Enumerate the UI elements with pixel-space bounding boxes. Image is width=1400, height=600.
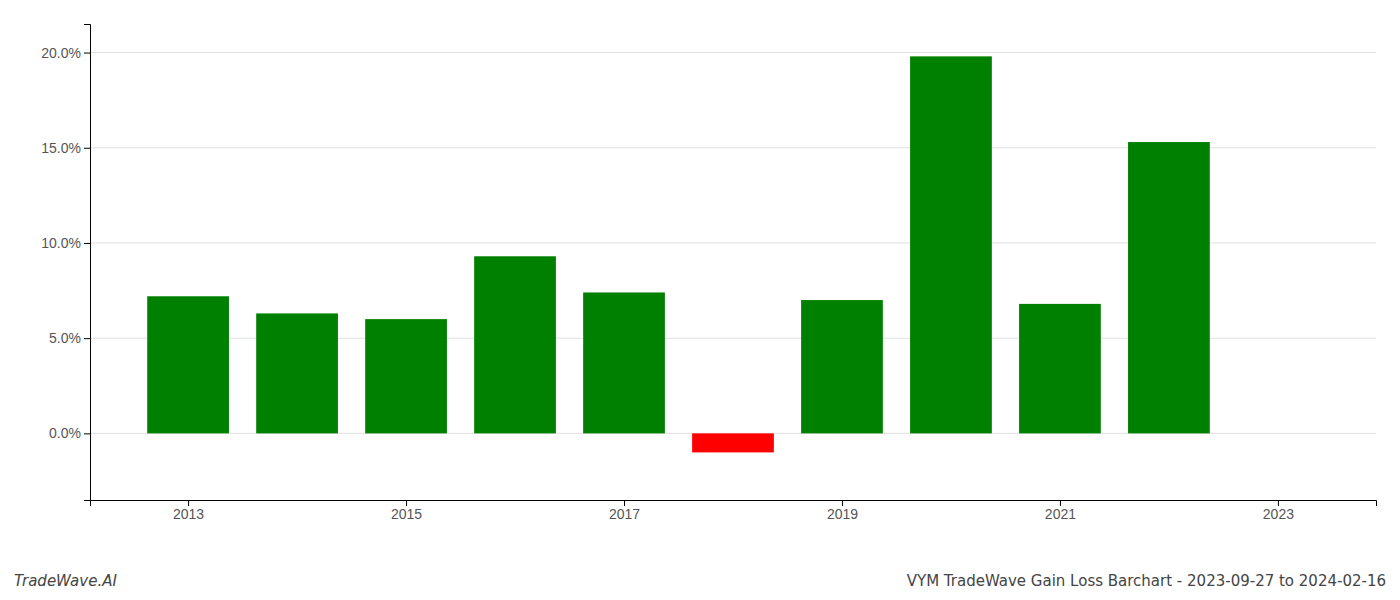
x-tick: 2021 [1045, 500, 1076, 522]
x-tick: 2017 [609, 500, 640, 522]
y-axis: 0.0% 5.0% 10.0% 15.0% 20.0% [41, 25, 90, 501]
title: VYM TradeWave Gain Loss Barchart - 2023-… [907, 572, 1386, 590]
chart: 0.0%5.0%10.0%15.0%20.0%20132015201720192… [0, 0, 1400, 600]
bars [147, 56, 1210, 452]
y-tick-mark [84, 243, 90, 244]
y-tick-mark [84, 338, 90, 339]
x-tick: 2013 [173, 500, 204, 522]
bar [1019, 304, 1101, 433]
x-tick-label: 2017 [609, 506, 640, 522]
x-tick-label: 2015 [391, 506, 422, 522]
y-tick: 10.0% [41, 235, 90, 251]
x-tick-label: 2021 [1045, 506, 1076, 522]
plot-area: 0.0%5.0%10.0%15.0%20.0%20132015201720192… [41, 25, 1376, 522]
watermark: TradeWave.AI [14, 572, 117, 590]
y-tick: 20.0% [41, 45, 90, 61]
bar [692, 433, 774, 452]
x-tick: 2015 [391, 500, 422, 522]
y-tick-mark [84, 433, 90, 434]
x-tick: 2019 [827, 500, 858, 522]
grid [90, 53, 1376, 434]
y-tick-label: 10.0% [41, 235, 81, 251]
y-tick-label: 20.0% [41, 45, 81, 61]
bar [365, 319, 447, 433]
x-tick: 2023 [1263, 500, 1294, 522]
y-axis-line [84, 25, 91, 501]
bar [147, 296, 229, 433]
x-tick-label: 2019 [827, 506, 858, 522]
y-tick: 0.0% [49, 425, 90, 441]
x-axis-line [91, 501, 1377, 507]
bar [474, 256, 556, 433]
y-tick-label: 15.0% [41, 140, 81, 156]
bar [910, 56, 992, 433]
bar [1128, 142, 1210, 433]
x-tick-label: 2013 [173, 506, 204, 522]
y-tick-label: 0.0% [49, 425, 81, 441]
bar [583, 292, 665, 433]
bar [256, 313, 338, 433]
y-tick-mark [84, 53, 90, 54]
y-tick-label: 5.0% [49, 330, 81, 346]
y-tick-mark [84, 148, 90, 149]
y-tick: 5.0% [49, 330, 90, 346]
y-tick: 15.0% [41, 140, 90, 156]
grid-line [90, 52, 1376, 53]
x-axis: 2013 2015 2017 2019 2021 2023 [91, 500, 1377, 522]
bar [801, 300, 883, 433]
x-tick-label: 2023 [1263, 506, 1294, 522]
